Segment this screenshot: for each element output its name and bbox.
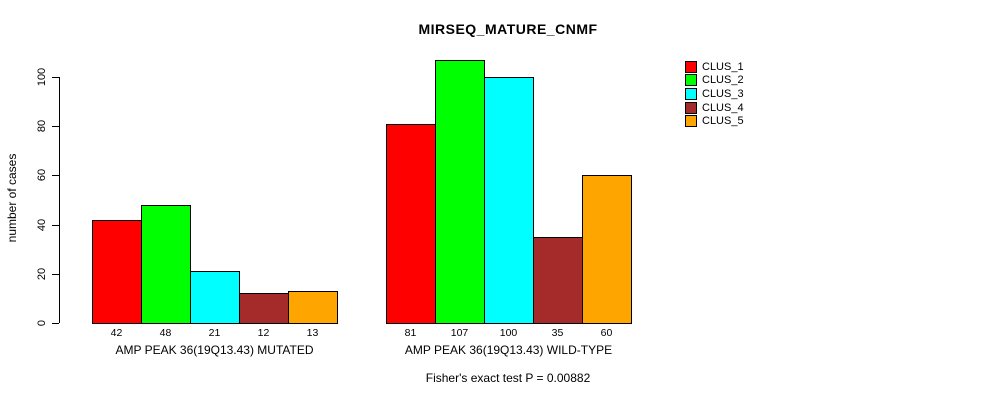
bar-value-label: 60 — [600, 327, 613, 339]
y-tick — [52, 126, 59, 128]
bar-value-label: 12 — [257, 327, 270, 339]
bar — [386, 124, 436, 324]
y-tick — [52, 175, 59, 177]
legend-swatch — [685, 87, 697, 100]
legend-item: CLUS_1 — [685, 60, 744, 74]
bar-value-label: 107 — [450, 327, 469, 339]
bar-value-label: 21 — [208, 327, 221, 339]
x-axis-group-label: AMP PEAK 36(19Q13.43) MUTATED — [115, 343, 314, 357]
legend-swatch — [685, 115, 697, 128]
legend-label: CLUS_1 — [702, 60, 744, 73]
y-tick-label: 60 — [36, 169, 48, 182]
legend-swatch — [685, 60, 697, 73]
bar-value-label: 48 — [159, 327, 172, 339]
bar — [288, 291, 338, 324]
y-tick-label: 40 — [36, 218, 48, 231]
x-axis-group-label: AMP PEAK 36(19Q13.43) WILD-TYPE — [404, 343, 613, 357]
bar-value-label: 35 — [551, 327, 564, 339]
y-tick-label: 20 — [36, 267, 48, 280]
chart-title: MIRSEQ_MATURE_CNMF — [418, 21, 598, 37]
bar — [435, 60, 485, 324]
y-tick — [52, 77, 59, 78]
legend-swatch — [685, 74, 697, 87]
bar — [239, 293, 289, 324]
legend-item: CLUS_5 — [685, 114, 744, 128]
legend-label: CLUS_2 — [702, 74, 744, 87]
y-axis-line — [59, 77, 60, 323]
legend: CLUS_1 CLUS_2 CLUS_3 CLUS_4 CLUS_5 — [685, 60, 744, 128]
legend-swatch — [685, 101, 697, 114]
bar-value-label: 100 — [499, 327, 518, 339]
legend-item: CLUS_4 — [685, 101, 744, 115]
bar — [582, 175, 632, 324]
bar-value-label: 81 — [404, 327, 417, 339]
legend-item: CLUS_3 — [685, 87, 744, 101]
bar-value-label: 42 — [110, 327, 123, 339]
legend-label: CLUS_5 — [702, 115, 744, 128]
annotation-text: Fisher's exact test P = 0.00882 — [425, 371, 591, 385]
y-tick-label: 100 — [36, 67, 48, 87]
bar — [92, 220, 142, 324]
bar — [533, 237, 583, 324]
legend-label: CLUS_3 — [702, 87, 744, 100]
y-tick-label: 0 — [36, 319, 48, 327]
legend-label: CLUS_4 — [702, 101, 744, 114]
y-tick-label: 80 — [36, 120, 48, 133]
bar — [141, 205, 191, 324]
y-tick — [52, 273, 59, 275]
legend-item: CLUS_2 — [685, 74, 744, 88]
y-tick — [52, 224, 59, 226]
bar — [190, 271, 240, 324]
y-tick — [52, 323, 59, 324]
bar — [484, 77, 534, 324]
bar-value-label: 13 — [306, 327, 319, 339]
